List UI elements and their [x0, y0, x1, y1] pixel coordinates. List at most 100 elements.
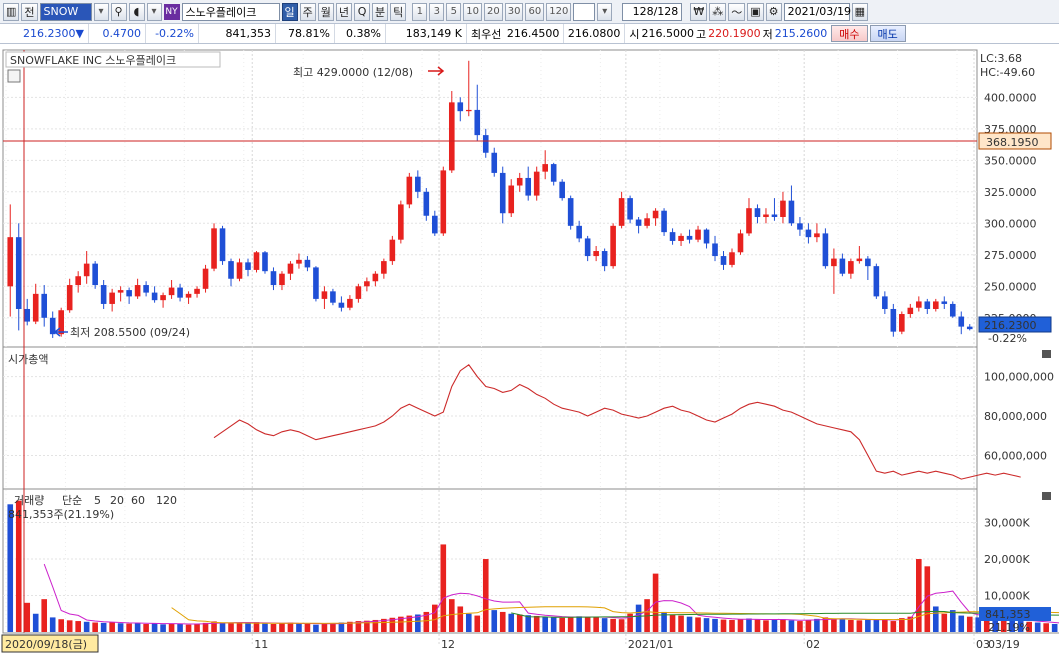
candle-body [729, 252, 735, 265]
volume-bar [949, 610, 956, 632]
minute-1-button[interactable]: 1 [412, 2, 428, 21]
volume-bar [771, 619, 778, 632]
volume-bar [347, 621, 353, 632]
market-select[interactable]: 전 [21, 2, 38, 21]
custom-period-dropdown-icon[interactable]: ▾ [597, 2, 613, 21]
minute-30-button[interactable]: 30 [504, 2, 524, 21]
ma5-label: 5 [94, 494, 101, 507]
candle-body [712, 243, 718, 257]
best-ask: 216.4500 [505, 24, 565, 43]
period-minute-button[interactable]: 분 [372, 2, 389, 21]
volume-last-box [979, 607, 1051, 621]
volume-bar [924, 566, 931, 632]
count-field[interactable]: 128/128 [622, 2, 683, 21]
last-price-label: 216.2300 [984, 319, 1037, 332]
candle-body [703, 229, 710, 244]
volume-bar [432, 604, 438, 632]
last-price-box [978, 316, 1052, 333]
candle-body [542, 164, 548, 172]
cursor-date-box [1, 634, 99, 653]
period-month-button[interactable]: 월 [317, 2, 334, 21]
candle-body [32, 293, 39, 322]
minute-3-button[interactable]: 3 [429, 2, 445, 21]
custom-period-input[interactable] [573, 2, 596, 21]
marker-value: 368.1950 [986, 136, 1039, 149]
minute-60-button[interactable]: 60 [525, 2, 545, 21]
candle-body [788, 200, 795, 224]
volume-close-icon[interactable] [1042, 492, 1051, 500]
date-field[interactable]: 2021/03/19 [783, 2, 851, 21]
candle-body [423, 191, 430, 216]
volume-bar [814, 618, 820, 632]
volume-bar [448, 599, 455, 632]
volume-bar [712, 618, 718, 632]
candle-body [253, 252, 260, 270]
minute-5-button[interactable]: 5 [446, 2, 462, 21]
candle-body [601, 251, 608, 267]
buy-button[interactable]: 매수 [831, 25, 868, 42]
x-axis: 11 12 2021/01 02 03 [254, 638, 990, 651]
symbol-dropdown-icon[interactable]: ▾ [93, 2, 109, 21]
volume-bar [992, 618, 999, 632]
indicator-icon[interactable]: ⁂ [709, 2, 727, 21]
candle-body [66, 285, 73, 311]
volume-bar [372, 619, 379, 632]
period-quarter-button[interactable]: Q [354, 2, 371, 21]
volume-bar [754, 619, 761, 632]
candle-body [160, 295, 166, 301]
high-value: 220.1900 [708, 27, 761, 40]
volume-bar [873, 619, 880, 632]
save-icon[interactable]: ▣ [747, 2, 764, 21]
volume-bar [49, 617, 56, 632]
candle-body [525, 177, 532, 196]
period-day-button[interactable]: 일 [281, 2, 298, 21]
volume-bar [253, 622, 260, 632]
volume-bar [1043, 623, 1049, 632]
minute-120-button[interactable]: 120 [546, 2, 572, 21]
calendar-icon[interactable]: ▦ [851, 2, 869, 21]
period-week-button[interactable]: 주 [299, 2, 316, 21]
grid-toggle-icon[interactable] [7, 69, 21, 83]
candle-body [109, 292, 115, 304]
mcap-tick-label: 80,000,000 [984, 410, 1047, 423]
symbol-input[interactable]: SNOW [39, 2, 92, 21]
volume-bar [941, 613, 948, 632]
currency-icon[interactable]: ₩ [690, 2, 708, 21]
minute-20-button[interactable]: 20 [484, 2, 503, 21]
speaker-icon[interactable]: ◖ [128, 2, 145, 21]
period-tick-button[interactable]: 틱 [390, 2, 407, 21]
volume-bar [678, 615, 684, 632]
candle-body [448, 102, 455, 171]
candle-body [669, 232, 676, 241]
candle-body [958, 316, 965, 327]
volume-bar [58, 619, 64, 632]
volume-bar [1051, 623, 1058, 632]
volume-pct: 78.81% [276, 24, 335, 43]
gear-icon[interactable]: ⚙ [765, 2, 782, 21]
chart-type-icon[interactable]: ▥ [3, 2, 20, 21]
mcap-close-icon[interactable] [1042, 350, 1051, 358]
volume-bar [720, 619, 727, 632]
sell-button[interactable]: 매도 [869, 25, 906, 42]
volume-bar [202, 622, 209, 632]
volume-bar [703, 618, 710, 632]
volume-bar [805, 619, 812, 632]
period-year-button[interactable]: 년 [335, 2, 353, 21]
x-tick-label: 11 [254, 638, 268, 651]
volume-bar [516, 614, 523, 632]
candle-body [814, 233, 820, 238]
candle-body [771, 214, 778, 218]
candle-body [398, 204, 404, 240]
volume-bar [1034, 622, 1041, 632]
volume-bar [313, 624, 319, 632]
speaker-dropdown-icon[interactable]: ▾ [146, 2, 162, 21]
trend-icon[interactable]: 〜 [728, 2, 746, 21]
search-icon[interactable]: ⚲ [110, 2, 127, 21]
stock-chart[interactable]: 400.0000375.0000350.0000325.0000300.0000… [0, 45, 1059, 655]
candle-body [882, 296, 888, 309]
minute-10-button[interactable]: 10 [463, 2, 483, 21]
volume-bar [109, 622, 115, 632]
volume-bar [882, 619, 888, 632]
candle-body [262, 252, 268, 272]
volume-bar [92, 622, 98, 632]
